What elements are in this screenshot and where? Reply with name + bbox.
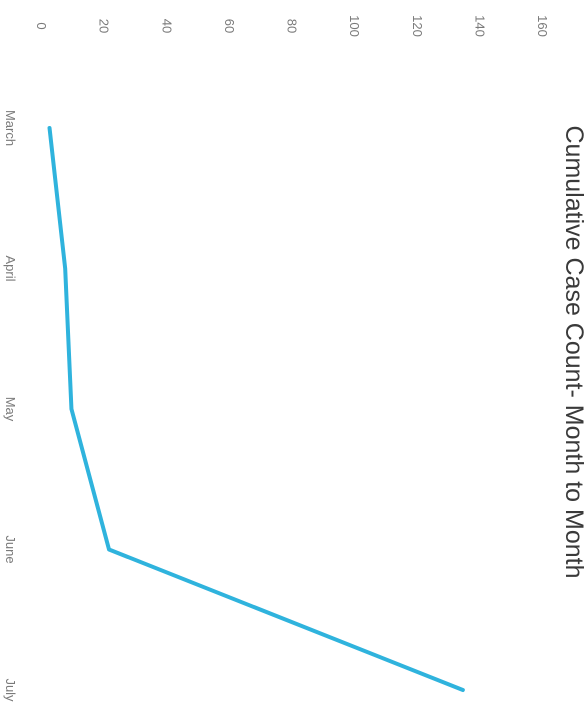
x-axis-ticks: March April May June July bbox=[3, 110, 18, 702]
y-tick-label: 40 bbox=[159, 19, 174, 33]
y-tick-label: 20 bbox=[97, 19, 112, 33]
y-tick-label: 160 bbox=[535, 15, 550, 37]
x-tick-label: June bbox=[3, 535, 18, 563]
y-tick-label: 80 bbox=[285, 19, 300, 33]
x-tick-label: July bbox=[3, 678, 18, 702]
series-line bbox=[47, 126, 465, 692]
y-tick-label: 60 bbox=[222, 19, 237, 33]
y-axis-ticks: 0 20 40 60 80 100 120 140 160 bbox=[34, 15, 550, 37]
chart-title: Cumulative Case Count- Month to Month bbox=[560, 126, 588, 579]
y-tick-label: 100 bbox=[347, 15, 362, 37]
x-tick-label: April bbox=[3, 255, 18, 281]
y-tick-label: 140 bbox=[472, 15, 487, 37]
x-tick-label: March bbox=[3, 110, 18, 146]
y-tick-label: 120 bbox=[410, 15, 425, 37]
y-tick-label: 0 bbox=[34, 22, 49, 29]
x-tick-label: May bbox=[3, 397, 18, 422]
